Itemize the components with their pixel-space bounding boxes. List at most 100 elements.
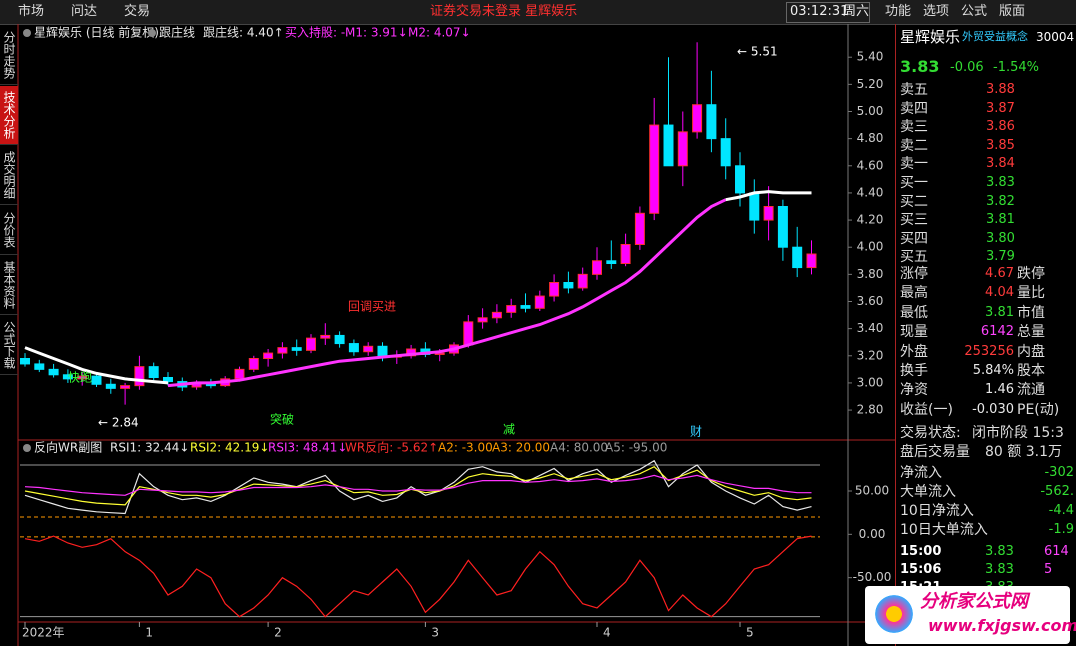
candle-body	[291, 347, 302, 351]
annotation: 减	[503, 423, 515, 437]
menu-item[interactable]: 市场	[18, 4, 45, 19]
legend-entry: A3: 20.00	[492, 441, 550, 455]
chart-title: 反向WR副图	[34, 440, 102, 455]
candle-body	[348, 343, 359, 353]
candle-body	[120, 385, 131, 389]
book-label: 卖四	[900, 100, 928, 117]
annotation: ← 5.51	[737, 45, 778, 59]
stat-value: 1.46	[985, 382, 1014, 398]
side-tab[interactable]: 技术分析	[0, 86, 18, 145]
book-price: 3.87	[986, 100, 1015, 116]
candle-body	[777, 206, 788, 248]
stat-value: 253256	[964, 343, 1014, 359]
tool-menu[interactable]: 版面	[999, 4, 1026, 19]
tool-menu[interactable]: 功能	[885, 4, 912, 19]
side-tab[interactable]: 分价表	[0, 206, 18, 255]
candle-body	[306, 337, 316, 351]
chart-area: 星辉娱乐 (日线 前复权) 跟庄线 跟庄线: 4.40↑ 买入持股: - M1: 3.9…	[17, 24, 895, 646]
logo-url: www.fxjgsw.com	[928, 616, 1076, 635]
tool-menu[interactable]: 公式	[961, 4, 988, 19]
book-label: 买二	[900, 193, 928, 210]
price-change: -0.06	[950, 60, 984, 75]
stat-label: 现量	[900, 324, 928, 341]
legend-entry: RSI3: 48.41↓	[268, 441, 347, 455]
y-tick-label: 3.40	[857, 321, 884, 335]
legend-entry: M1: 3.91↓	[345, 26, 408, 40]
book-label: 买一	[900, 175, 928, 191]
tick-volume: 614	[1044, 544, 1069, 559]
y-tick-label: 4.80	[857, 131, 884, 145]
flow-label: 10日大单流入	[900, 522, 988, 538]
indicator-icon	[148, 29, 156, 37]
side-tab[interactable]: 公式下载	[0, 316, 18, 375]
candle-body	[163, 377, 173, 383]
legend-entry: A5: -95.00	[605, 441, 667, 455]
y-tick-label: 5.40	[857, 50, 884, 64]
annotation: 快跑	[68, 371, 92, 385]
logo-name: 分析家公式网	[920, 591, 1028, 612]
y-tick-label: 4.40	[857, 185, 884, 199]
stat-value: 4.04	[985, 285, 1014, 301]
book-price: 3.81	[986, 212, 1015, 228]
menu-item[interactable]: 交易	[124, 4, 151, 19]
candle-body	[105, 383, 116, 389]
stat-label: 净资	[900, 382, 928, 399]
legend-entry: M2: 4.07↓	[408, 26, 471, 40]
side-tab[interactable]: 基本资料	[0, 256, 18, 315]
stat-label: 收益(一)	[900, 401, 953, 418]
legend-entry: 跟庄线: 4.40↑	[203, 25, 284, 40]
y-tick-label: 5.00	[857, 104, 884, 118]
status-value: 80 额 3.1万	[985, 444, 1062, 460]
book-price: 3.86	[986, 119, 1015, 135]
y-tick-label: 3.20	[857, 348, 884, 362]
candle-body	[592, 260, 602, 275]
concept: 外贸受益概念	[962, 30, 1028, 43]
book-label: 卖三	[900, 119, 928, 136]
candle-body	[706, 104, 717, 140]
stat-label: PE(动)	[1017, 401, 1060, 418]
stat-value: -0.030	[972, 401, 1014, 417]
stock-name: 星辉娱乐	[900, 28, 961, 46]
side-tab[interactable]: 成交明细	[0, 146, 18, 205]
menu-item[interactable]: 问达	[71, 4, 98, 19]
candle-body	[62, 374, 73, 380]
candle-body	[720, 138, 731, 167]
book-price: 3.85	[986, 137, 1015, 153]
trend-line	[167, 198, 727, 388]
stock-code: 30004	[1036, 30, 1075, 44]
candle-body	[48, 368, 59, 376]
book-price: 3.79	[986, 249, 1015, 265]
status-label: 盘后交易量	[900, 444, 970, 460]
side-tab[interactable]: 分时走势	[0, 26, 18, 85]
stat-value: 4.67	[985, 266, 1014, 281]
book-label: 买五	[900, 249, 928, 266]
title-icon	[23, 444, 31, 452]
book-price: 3.84	[986, 156, 1015, 172]
flow-label: 大单流入	[900, 484, 956, 500]
legend-entry: A4: 80.00	[550, 441, 608, 455]
annotation: 财	[690, 425, 702, 439]
candle-body	[606, 260, 617, 264]
status-label: 交易状态:	[900, 425, 961, 441]
indicator-name: 跟庄线	[159, 25, 195, 40]
stat-label: 内盘	[1017, 343, 1045, 360]
candle-body	[577, 273, 588, 289]
candle-body	[663, 124, 674, 167]
status-value: 闭市阶段 15:3	[972, 425, 1064, 441]
candle-body	[692, 104, 703, 133]
y-tick-label: 3.60	[857, 294, 884, 308]
candle-body	[277, 347, 288, 354]
tool-menu[interactable]: 选项	[923, 4, 950, 19]
y-tick-label: 4.60	[857, 158, 884, 172]
tick-volume: 5	[1044, 562, 1053, 577]
x-tick-label: 1	[145, 626, 153, 640]
candle-body	[334, 334, 345, 345]
x-tick-label: 2022年	[22, 626, 65, 640]
stat-label: 流通	[1017, 382, 1045, 399]
x-tick-label: 4	[603, 626, 611, 640]
clock: 03:12:31	[790, 4, 849, 19]
stat-label: 总量	[1017, 324, 1045, 341]
stat-label: 换手	[900, 363, 928, 379]
stat-value: 5.84%	[972, 363, 1014, 378]
top-bar	[0, 0, 1076, 25]
